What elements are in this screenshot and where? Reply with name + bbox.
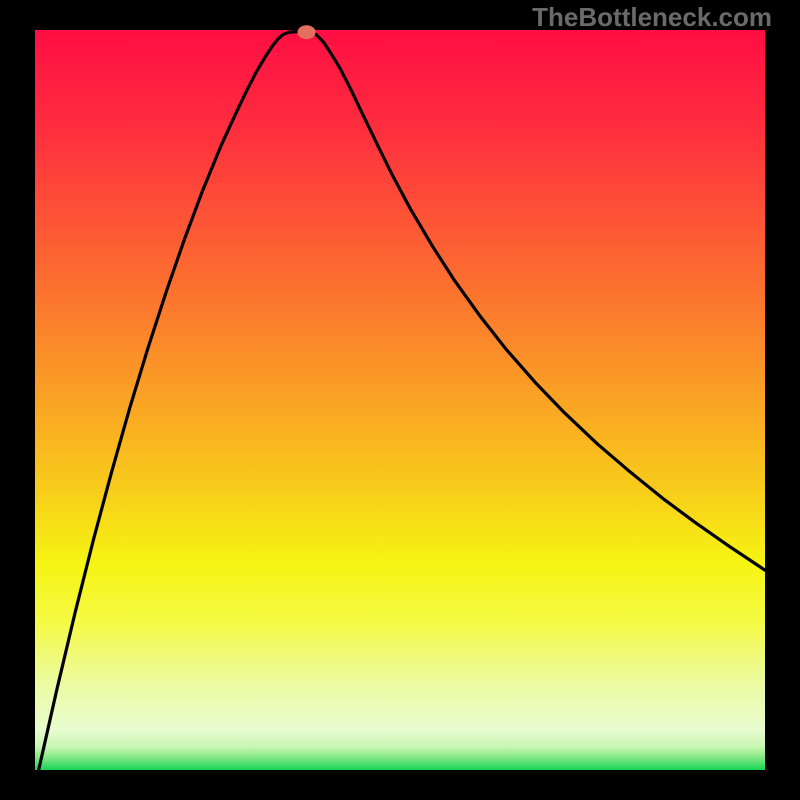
curve-layer: [35, 30, 765, 770]
watermark-text: TheBottleneck.com: [532, 2, 772, 33]
plot-area: [35, 30, 765, 770]
bottleneck-curve: [39, 31, 765, 770]
chart-container: TheBottleneck.com: [0, 0, 800, 800]
marker-dot: [298, 25, 316, 39]
